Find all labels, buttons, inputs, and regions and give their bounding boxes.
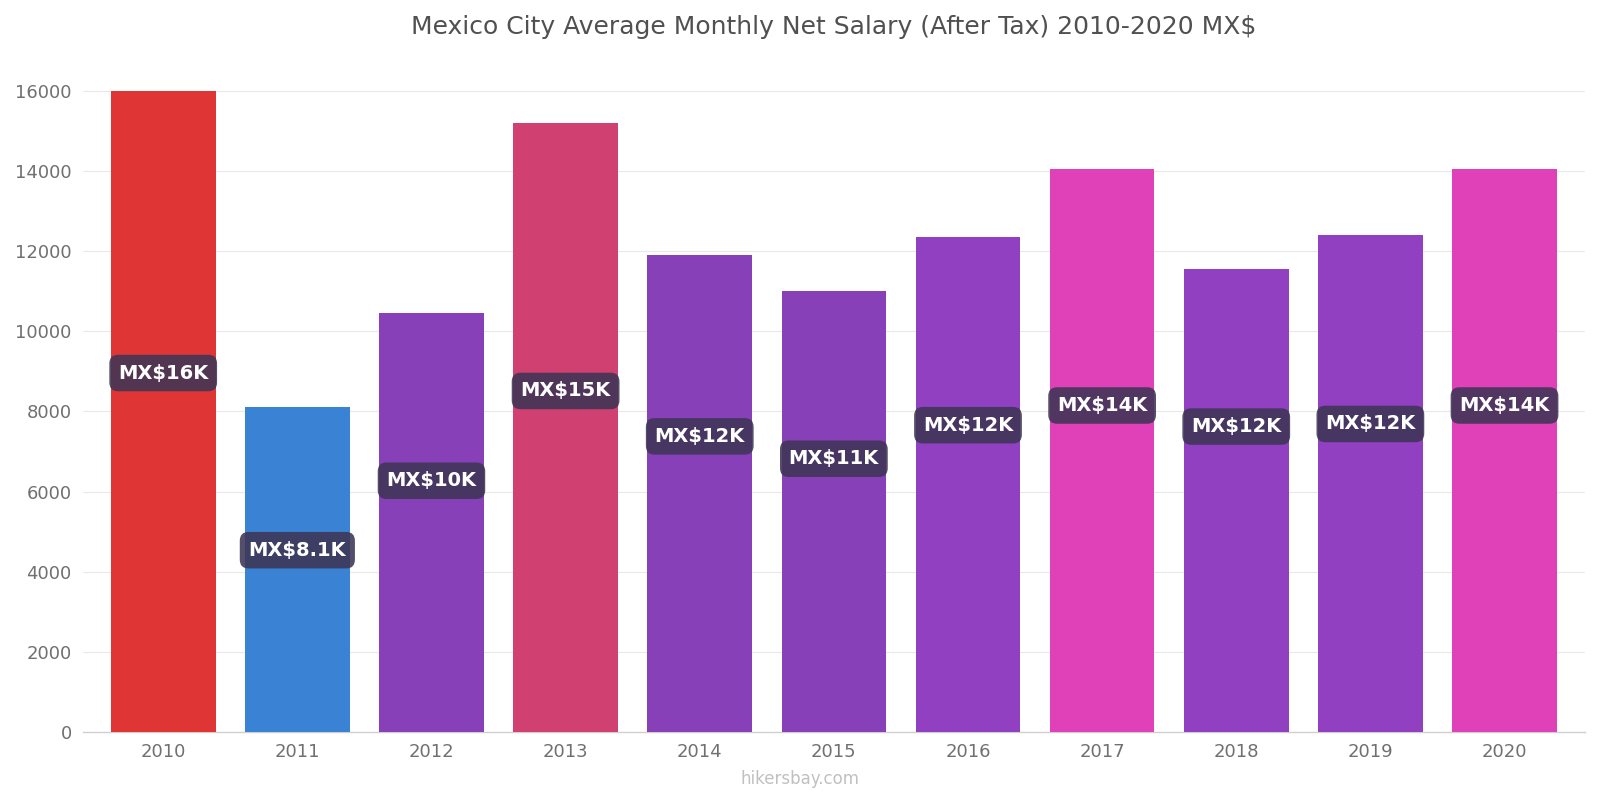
Bar (1050, 169, 1155, 732)
Bar (379, 314, 483, 732)
Bar (781, 291, 886, 732)
Text: hikersbay.com: hikersbay.com (741, 770, 859, 788)
Text: MX$12K: MX$12K (1325, 414, 1416, 434)
Bar (1184, 270, 1288, 732)
Bar (915, 238, 1021, 732)
Text: MX$16K: MX$16K (118, 363, 208, 382)
Bar (514, 123, 618, 732)
Bar (1453, 169, 1557, 732)
Text: MX$11K: MX$11K (789, 450, 878, 468)
Bar (1318, 235, 1422, 732)
Title: Mexico City Average Monthly Net Salary (After Tax) 2010-2020 MX$: Mexico City Average Monthly Net Salary (… (411, 15, 1256, 39)
Text: MX$12K: MX$12K (654, 427, 746, 446)
Bar (648, 255, 752, 732)
Text: MX$15K: MX$15K (520, 382, 611, 401)
Bar (245, 407, 350, 732)
Bar (110, 91, 216, 732)
Text: MX$14K: MX$14K (1459, 396, 1550, 415)
Text: MX$10K: MX$10K (387, 471, 477, 490)
Text: MX$14K: MX$14K (1058, 396, 1147, 415)
Text: MX$12K: MX$12K (923, 416, 1013, 434)
Text: MX$8.1K: MX$8.1K (248, 541, 346, 560)
Text: MX$12K: MX$12K (1190, 417, 1282, 436)
